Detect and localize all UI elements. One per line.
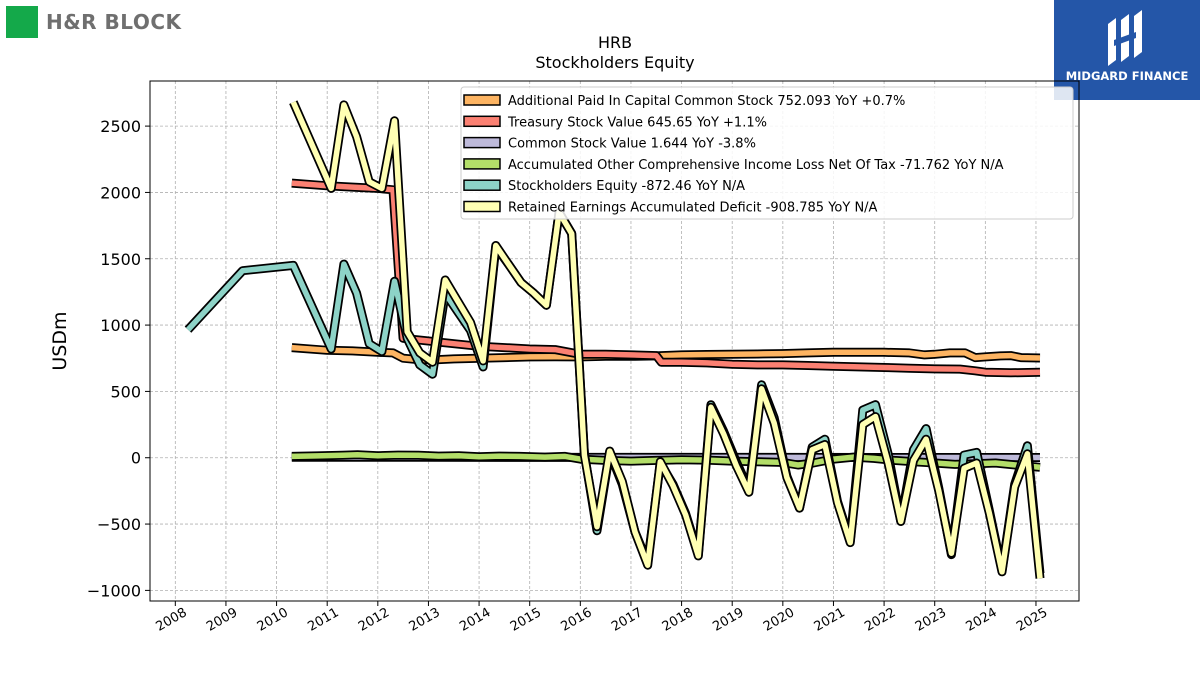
legend-swatch-1 — [463, 115, 501, 128]
legend-label-5: Retained Earnings Accumulated Deficit -9… — [508, 201, 878, 216]
series-lines — [184, 100, 1045, 579]
legend: Additional Paid In Capital Common Stock … — [460, 86, 1074, 220]
x-tick-label: 2017 — [609, 605, 645, 635]
chart-subtitle: Stockholders Equity — [535, 53, 694, 72]
x-tick-label: 2023 — [913, 605, 949, 635]
x-tick-label: 2009 — [204, 605, 240, 635]
x-tick-label: 2016 — [558, 605, 594, 635]
y-tick-label: 500 — [110, 382, 141, 401]
midgard-logo-mark-icon — [1108, 10, 1142, 66]
x-tick-label: 2014 — [457, 605, 493, 635]
series-outline-4 — [184, 207, 1045, 575]
y-tick-label: 2500 — [100, 117, 141, 136]
y-tick-label: −1000 — [87, 581, 141, 600]
y-tick-label: 1000 — [100, 316, 141, 335]
hr-block-logo-mark — [6, 6, 38, 38]
x-tick-label: 2012 — [356, 605, 392, 635]
series-line-4 — [185, 209, 1043, 574]
midgard-finance-logo: MIDGARD FINANCE — [1054, 0, 1200, 100]
x-tick-label: 2018 — [660, 605, 696, 635]
legend-swatch-4 — [463, 179, 501, 191]
legend-label-4: Stockholders Equity -872.46 YoY N/A — [508, 179, 745, 194]
legend-swatch-5 — [463, 200, 501, 213]
legend-swatch-2 — [463, 136, 501, 149]
hr-block-logo: H&R BLOCK — [6, 6, 182, 38]
series-line-3 — [291, 452, 1041, 471]
legend-swatch-0 — [463, 94, 501, 106]
x-tick-label: 2021 — [812, 605, 848, 635]
midgard-logo-text: MIDGARD FINANCE — [1065, 69, 1189, 83]
x-tick-label: 2013 — [407, 605, 443, 635]
x-tick-label: 2020 — [761, 605, 797, 635]
hr-block-logo-text: H&R BLOCK — [46, 10, 182, 34]
legend-box — [460, 86, 1074, 220]
y-tick-label: 1500 — [100, 250, 141, 269]
series-group — [184, 100, 1045, 579]
y-tick-label: −500 — [97, 515, 141, 534]
x-tick-label: 2011 — [305, 605, 341, 635]
y-tick-label: 0 — [131, 449, 141, 468]
x-tick-label: 2010 — [255, 605, 291, 635]
x-tick-label: 2015 — [508, 605, 544, 635]
x-tick-label: 2024 — [964, 605, 1000, 635]
x-tick-label: 2008 — [153, 605, 189, 635]
x-tick-label: 2019 — [710, 605, 746, 635]
legend-swatch-3 — [463, 158, 501, 170]
x-tick-label: 2025 — [1014, 605, 1050, 635]
plot-frame — [149, 80, 1080, 602]
legend-label-2: Common Stock Value 1.644 YoY -3.8% — [508, 137, 756, 152]
y-axis-label: USDm — [49, 311, 71, 370]
legend-label-1: Treasury Stock Value 645.65 YoY +1.1% — [507, 115, 767, 130]
y-tick-label: 2000 — [100, 183, 141, 202]
legend-label-0: Additional Paid In Capital Common Stock … — [508, 94, 905, 109]
chart-title: HRB — [598, 33, 632, 52]
legend-label-3: Accumulated Other Comprehensive Income L… — [508, 158, 1004, 173]
series-line-5 — [290, 101, 1043, 579]
x-tick-label: 2022 — [862, 605, 898, 635]
